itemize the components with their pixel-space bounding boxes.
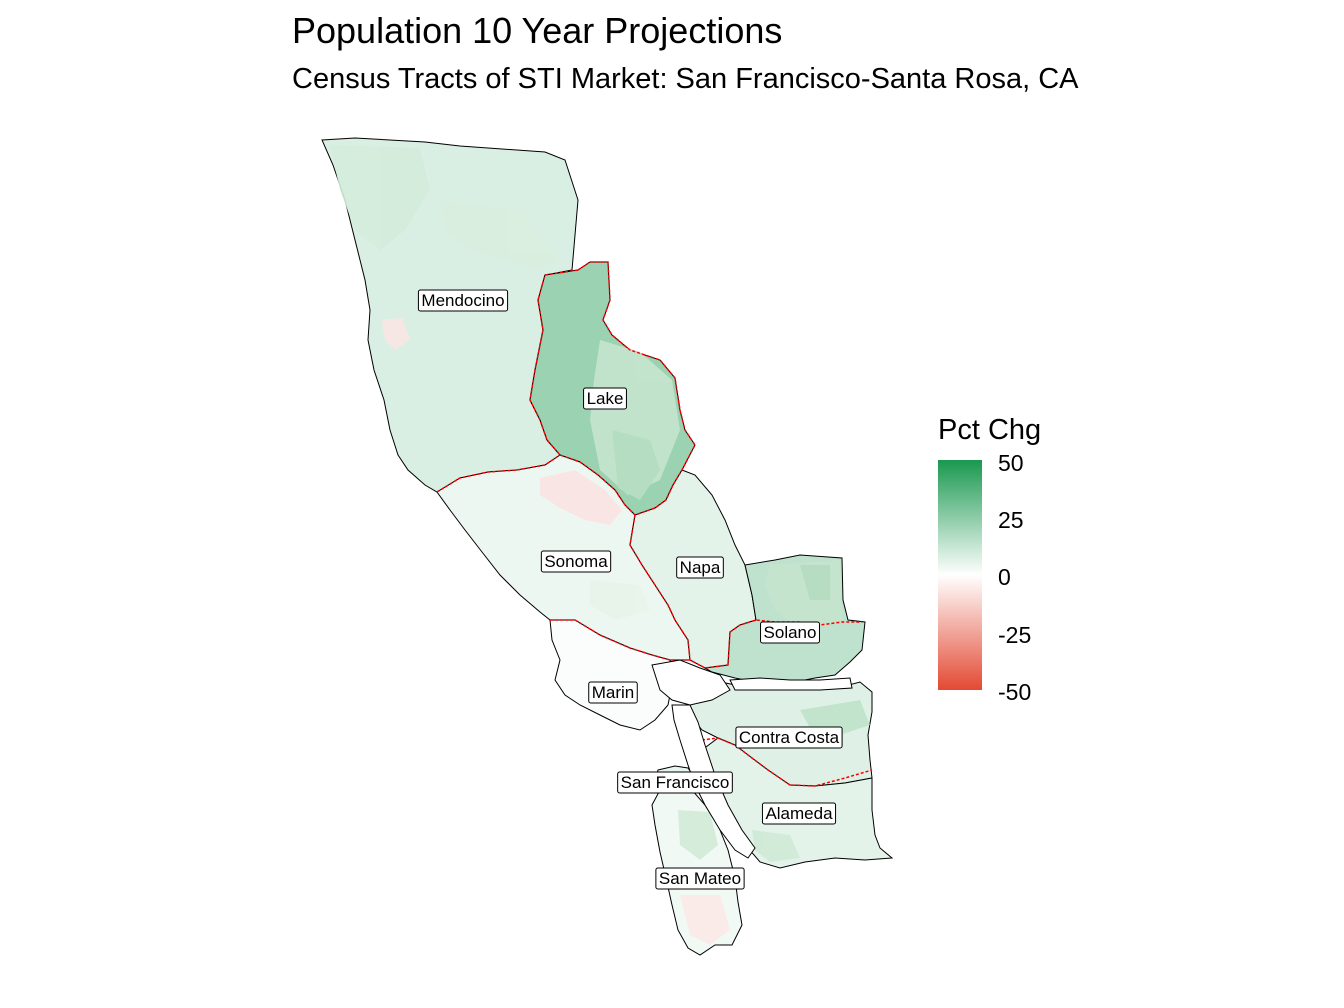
label-box	[761, 802, 837, 825]
county-label-alameda: Alameda	[761, 802, 837, 825]
tract-patch	[590, 340, 680, 495]
tract-patch	[800, 565, 830, 600]
tract-patch	[612, 430, 660, 500]
county-label-lake: Lake	[583, 387, 627, 410]
legend-tick-label: 25	[998, 507, 1024, 533]
label-box	[417, 289, 509, 312]
legend-color-bar	[938, 460, 982, 690]
county-label-text: Marin	[592, 683, 635, 702]
tract-texture	[330, 145, 870, 945]
county-shapes	[321, 137, 894, 956]
label-box	[655, 867, 745, 890]
san-pablo-bay	[651, 659, 731, 706]
county-label-sonoma: Sonoma	[540, 550, 612, 573]
county-label-text: Contra Costa	[739, 728, 840, 747]
county-label-contra-costa: Contra Costa	[735, 726, 843, 749]
market-boundary-line	[701, 737, 873, 787]
tract-patch	[680, 895, 730, 945]
label-box	[735, 726, 843, 749]
map-title: Population 10 Year Projections	[292, 10, 783, 51]
county-label-text: Solano	[764, 623, 817, 642]
market-boundary-line	[436, 454, 561, 493]
label-box	[540, 550, 612, 573]
label-box	[760, 621, 820, 644]
county-label-text: Alameda	[765, 804, 833, 823]
label-box	[676, 556, 724, 579]
county-label-san-mateo: San Mateo	[655, 867, 745, 890]
market-boundary-line	[529, 261, 696, 516]
label-box	[617, 771, 733, 794]
color-legend: Pct Chg 50 25 0 -25 -50	[936, 412, 1076, 712]
legend-tick-label: 50	[998, 450, 1024, 476]
county-label-marin: Marin	[588, 681, 638, 704]
county-labels: Mendocino Lake Sonoma Napa Solano Marin …	[417, 289, 843, 890]
legend-tick-label: 0	[998, 564, 1011, 590]
legend-title: Pct Chg	[938, 414, 1042, 446]
county-label-text: Napa	[680, 558, 721, 577]
tract-patch	[678, 810, 718, 860]
county-label-solano: Solano	[760, 621, 820, 644]
county-label-napa: Napa	[676, 556, 724, 579]
county-label-text: Mendocino	[421, 291, 504, 310]
tract-patch	[540, 470, 622, 525]
tract-patch	[382, 318, 410, 350]
legend-tick-label: -50	[998, 679, 1032, 705]
label-box	[588, 681, 638, 704]
county-label-text: Lake	[587, 389, 624, 408]
tract-patch	[752, 830, 800, 862]
tract-patch	[330, 145, 430, 250]
tract-patch	[440, 200, 560, 270]
tract-patch	[800, 700, 870, 735]
county-label-text: Sonoma	[544, 552, 608, 571]
legend-tick-label: -25	[998, 622, 1032, 648]
county-label-san-francisco: San Francisco	[617, 771, 733, 794]
county-label-text: San Francisco	[621, 773, 730, 792]
map-subtitle: Census Tracts of STI Market: San Francis…	[292, 63, 1079, 95]
county-label-text: San Mateo	[659, 869, 741, 888]
label-box	[583, 387, 627, 410]
market-boundary-line	[550, 619, 690, 661]
county-label-mendocino: Mendocino	[417, 289, 509, 312]
suisun-bay	[729, 677, 853, 691]
tract-patch	[590, 580, 650, 620]
